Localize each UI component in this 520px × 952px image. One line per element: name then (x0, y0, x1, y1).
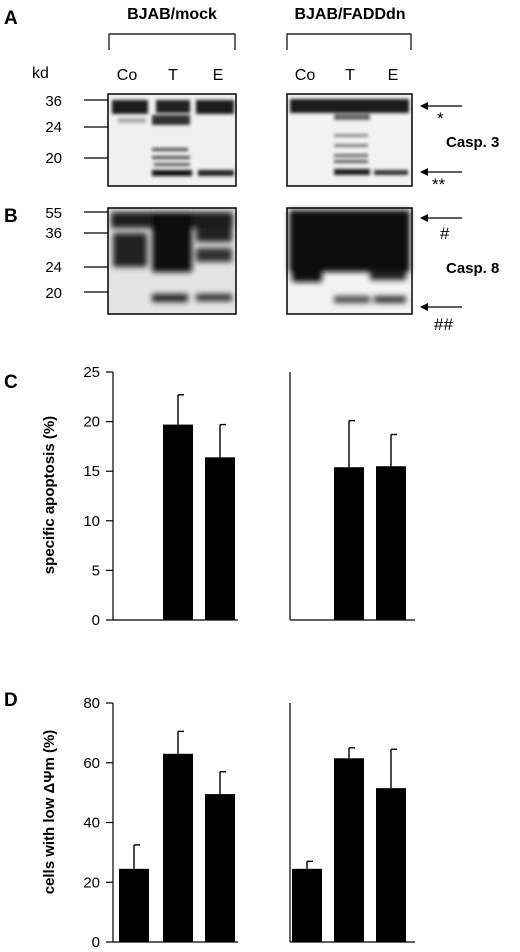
arrow-procaspase-3 (420, 102, 462, 110)
arrow-cleaved-caspase-8 (420, 303, 462, 311)
marker-20-b: 20 (45, 285, 62, 302)
y-tick-label-d: 60 (83, 755, 100, 772)
panel-label-c: C (4, 372, 18, 393)
y-tick-label-d: 40 (83, 815, 100, 832)
marker-20-a: 20 (45, 150, 62, 167)
bracket-fadd (286, 33, 412, 50)
lane-label-co-mock: Co (117, 67, 138, 84)
panel-label-d: D (4, 690, 18, 711)
bar (205, 457, 235, 620)
y-axis-label-d: cells with low ΔΨm (%) (41, 730, 58, 895)
group-header-mock: BJAB/mock (127, 6, 217, 23)
bar (292, 868, 322, 942)
marker-36-a: 36 (45, 93, 62, 110)
arrow-procaspase-8 (420, 214, 462, 222)
arrow-cleaved-caspase-3 (420, 168, 462, 176)
lane-label-e-mock: E (213, 67, 224, 84)
lane-label-t-mock: T (168, 67, 178, 84)
bar (163, 424, 193, 620)
blot-b-mock-bands (111, 212, 233, 302)
protein-label-casp3: Casp. 3 (446, 134, 499, 151)
blot-a-mock-bands (112, 100, 234, 176)
lane-label-e-fadd: E (388, 67, 399, 84)
blot-a-fadd-bands (290, 99, 409, 175)
bar (334, 758, 364, 942)
marker-36-b: 36 (45, 225, 62, 242)
bar (205, 794, 235, 942)
arrow-label-double-hash: ## (434, 315, 453, 334)
bar (334, 467, 364, 620)
marker-55-b: 55 (45, 205, 62, 222)
panel-label-a: A (4, 8, 18, 29)
bar (119, 868, 149, 942)
y-tick-label-c: 0 (92, 612, 100, 629)
blot-b: 55 36 24 20 (45, 205, 499, 334)
y-tick-label-c: 10 (83, 513, 100, 530)
blot-b-fadd-bands (289, 210, 410, 303)
bar (163, 753, 193, 942)
bar (376, 788, 406, 942)
marker-24-b: 24 (45, 259, 62, 276)
arrow-label-star: * (437, 109, 444, 128)
marker-24-a: 24 (45, 119, 62, 136)
chart-membrane-potential: cells with low ΔΨm (%) 0 20 40 60 80 (41, 695, 415, 951)
chart-apoptosis: specific apoptosis (%) 0 5 10 15 20 25 (41, 364, 415, 629)
kd-label: kd (32, 65, 49, 82)
y-tick-label-c: 25 (83, 364, 100, 381)
group-header-fadd: BJAB/FADDdn (294, 6, 405, 23)
arrow-label-double-star: ** (432, 175, 446, 194)
lane-label-co-fadd: Co (295, 67, 316, 84)
y-axis-label-c: specific apoptosis (%) (41, 416, 58, 574)
bar (376, 466, 406, 620)
y-tick-label-c: 5 (92, 562, 100, 579)
panel-label-b: B (4, 206, 18, 227)
protein-label-casp8: Casp. 8 (446, 260, 499, 277)
y-tick-label-d: 20 (83, 874, 100, 891)
y-tick-label-d: 80 (83, 695, 100, 712)
bracket-mock (108, 33, 236, 50)
arrow-label-hash: # (440, 224, 450, 243)
lane-label-t-fadd: T (345, 67, 355, 84)
y-tick-label-c: 15 (83, 463, 100, 480)
y-tick-label-d: 0 (92, 934, 100, 951)
blot-a: 36 24 20 (45, 93, 499, 194)
y-tick-label-c: 20 (83, 414, 100, 431)
